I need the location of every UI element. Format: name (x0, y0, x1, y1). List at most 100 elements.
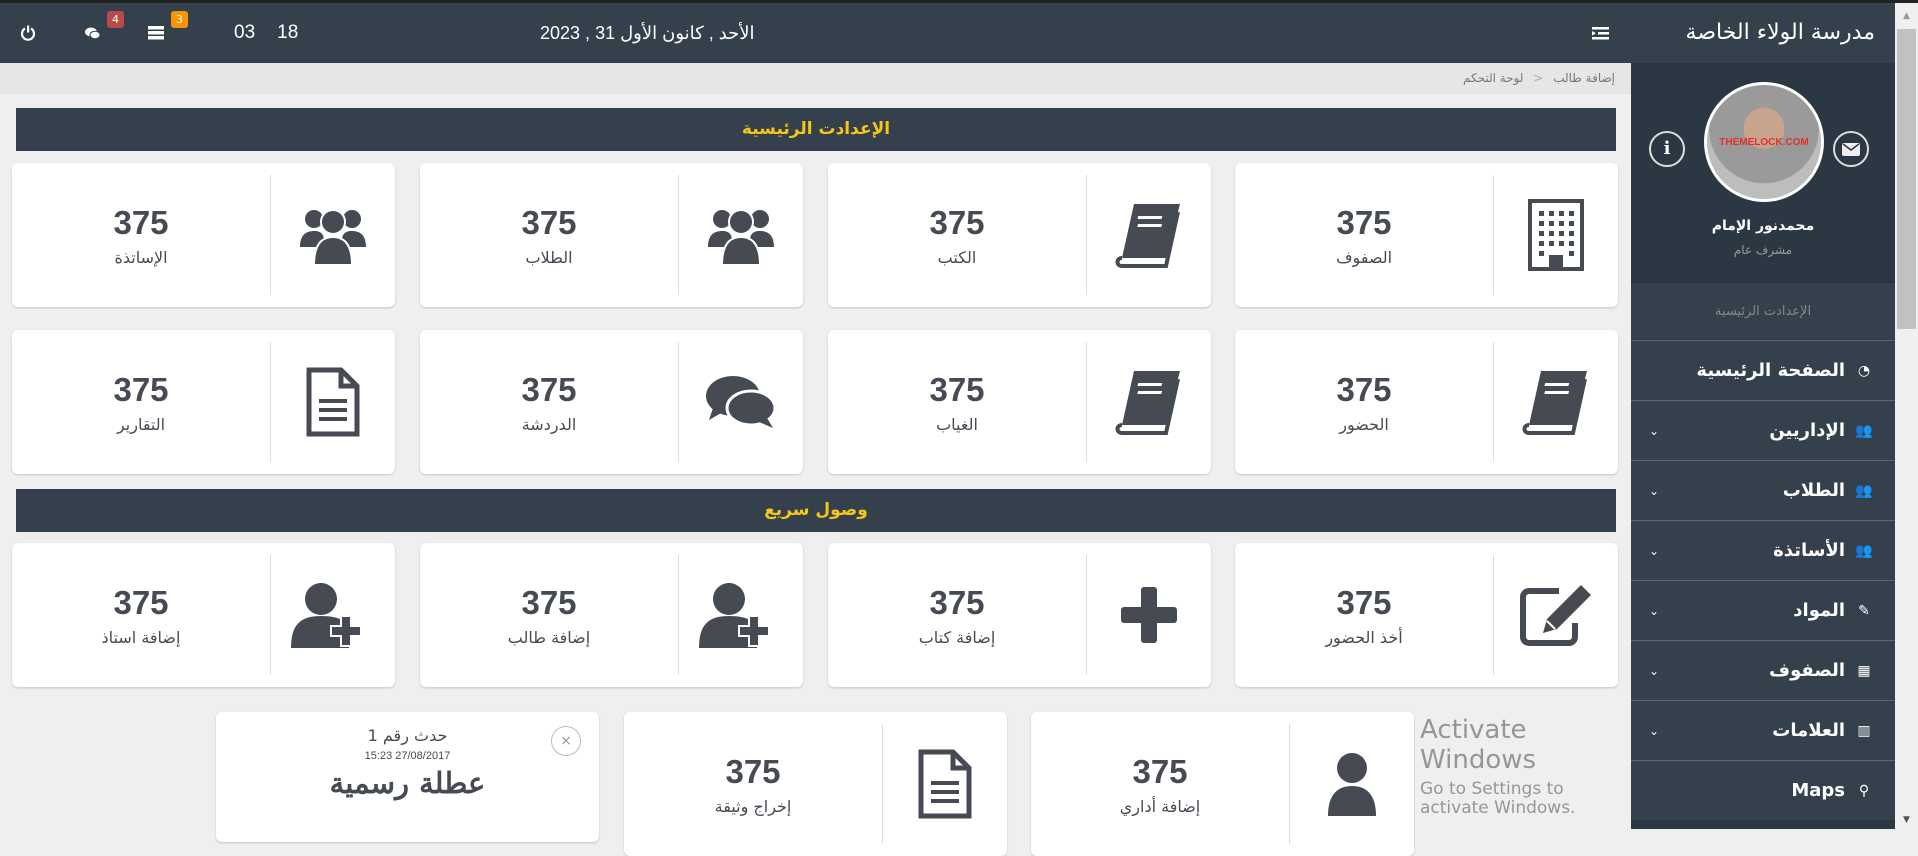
info-button[interactable]: i (1649, 131, 1685, 167)
card-divider (678, 555, 679, 675)
envelope-icon (1842, 142, 1860, 156)
stat-card[interactable]: 375 أخذ الحضور (1235, 543, 1618, 687)
stat-value: 375 (521, 370, 577, 408)
book-icon (1087, 330, 1211, 474)
user-plus-icon (271, 543, 395, 687)
user-name: محمدنور الإمام (1711, 218, 1815, 234)
user-role: مشرف عام (1733, 243, 1793, 257)
stat-label: إخراج وثيقة (714, 796, 792, 816)
stat-value: 375 (113, 203, 169, 241)
building-icon (1494, 163, 1618, 307)
book-icon (1087, 163, 1211, 307)
window-top-edge (0, 0, 1918, 3)
event-title: حدث رقم 1 (367, 726, 448, 745)
stat-card[interactable]: 375 إضافة استاذ (12, 543, 395, 687)
stat-value: 375 (929, 370, 985, 408)
stat-value: 375 (1336, 370, 1392, 408)
scroll-up-arrow[interactable]: ▲ (1903, 11, 1910, 21)
chevron-down-icon: ⌄ (1649, 423, 1660, 438)
stat-card[interactable]: 375 الطلاب (420, 163, 803, 307)
stat-card[interactable]: 375 الكتب (828, 163, 1211, 307)
sidebar-item[interactable]: ✎ المواد ⌄ (1631, 580, 1895, 640)
sidebar-item[interactable]: ▥ العلامات ⌄ (1631, 700, 1895, 760)
stat-label: الحضور (1339, 414, 1389, 434)
stat-card[interactable]: 375 الغياب (828, 330, 1211, 474)
building-icon: ▦ (1857, 662, 1871, 679)
sidebar-item-label: الصفحة الرئيسية (1696, 360, 1845, 381)
stat-label: أخذ الحضور (1325, 627, 1403, 647)
card-divider (1493, 555, 1494, 675)
avatar[interactable]: THEMELOCK.COM (1704, 82, 1824, 202)
sidebar-item-label: الأساتذة (1773, 540, 1845, 561)
event-name: عطلة رسمية (329, 766, 486, 800)
sidebar-item[interactable]: ◔ الصفحة الرئيسية (1631, 340, 1895, 400)
stat-card[interactable]: 375 إضافة كتاب (828, 543, 1211, 687)
activate-windows-watermark: Activate Windows Go to Settings to activ… (1420, 715, 1625, 819)
clock-minutes: 03 (234, 22, 256, 43)
close-event-button[interactable]: × (551, 726, 581, 756)
stat-card[interactable]: 375 الصفوف (1235, 163, 1618, 307)
plus-icon (1087, 543, 1211, 687)
messages-button[interactable] (84, 3, 102, 63)
stat-card[interactable]: 375 إضافة طالب (420, 543, 803, 687)
breadcrumb-home[interactable]: لوحة التحكم (1462, 71, 1524, 85)
stat-card[interactable]: 375 التقارير (12, 330, 395, 474)
event-card: × حدث رقم 1 27/08/2017 15:23 عطلة رسمية (216, 712, 599, 842)
sidebar-item[interactable]: ⚲ Maps (1631, 760, 1895, 820)
power-icon[interactable] (20, 3, 36, 63)
card-divider (1086, 175, 1087, 295)
mail-button[interactable] (1833, 131, 1869, 167)
stat-value: 375 (725, 752, 781, 790)
section-header-main: الإعدادت الرئيسية (16, 108, 1616, 151)
stat-label: الكتب (937, 247, 977, 267)
clock-hours: 18 (277, 22, 299, 43)
sidebar-item-label: الإداريين (1769, 420, 1845, 441)
section-header-quick: وصول سريع (16, 489, 1616, 532)
event-datetime: 27/08/2017 15:23 (364, 750, 451, 762)
watermark-line1: Activate Windows (1420, 715, 1537, 775)
users-icon: 👥 (1855, 482, 1873, 499)
user-icon (1290, 712, 1414, 856)
stat-card[interactable]: 375 الإساتذة (12, 163, 395, 307)
info-icon: i (1663, 138, 1671, 159)
sidebar-item[interactable]: 👥 الإداريين ⌄ (1631, 400, 1895, 460)
chevron-down-icon: ⌄ (1649, 483, 1660, 498)
top-navbar: 4 3 03 18 الأحد , كانون الأول 31 , 2023 (0, 3, 1631, 63)
scrollbar[interactable]: ▲ ▼ (1895, 3, 1918, 829)
card-divider (270, 555, 271, 675)
menu-section-label: الإعدادت الرئيسية (1631, 282, 1895, 339)
stat-label: الإساتذة (114, 247, 168, 267)
edit-icon (1494, 543, 1618, 687)
comments-icon (679, 330, 803, 474)
stat-value: 375 (113, 370, 169, 408)
stat-value: 375 (929, 203, 985, 241)
users-icon (679, 163, 803, 307)
breadcrumb: إضافة طالب < لوحة التحكم (0, 63, 1631, 94)
stat-value: 375 (521, 203, 577, 241)
users-icon: 👥 (1855, 542, 1873, 559)
stat-card[interactable]: 375 إخراج وثيقة (624, 712, 1007, 856)
tasks-badge: 3 (171, 11, 188, 28)
sidebar-item[interactable]: 👥 الأساتذة ⌄ (1631, 520, 1895, 580)
sidebar-item[interactable]: ▦ الصفوف ⌄ (1631, 640, 1895, 700)
map-marker-icon: ⚲ (1858, 782, 1870, 799)
breadcrumb-current[interactable]: إضافة طالب (1553, 71, 1615, 85)
scrollbar-thumb[interactable] (1897, 29, 1916, 329)
pencil-icon: ✎ (1858, 602, 1870, 619)
users-icon: 👥 (1855, 422, 1873, 439)
sidebar-item[interactable]: 👥 الطلاب ⌄ (1631, 460, 1895, 520)
sidebar-toggle-button[interactable] (1592, 3, 1609, 63)
dashboard-icon: ◔ (1857, 362, 1871, 379)
scroll-down-arrow[interactable]: ▼ (1903, 815, 1910, 825)
stat-card[interactable]: 375 الدردشة (420, 330, 803, 474)
card-divider (1493, 342, 1494, 462)
stat-card[interactable]: 375 إضافة أداري (1031, 712, 1414, 856)
sidebar-item-label: الصفوف (1769, 660, 1845, 681)
card-divider (1289, 724, 1290, 844)
card-divider (882, 724, 883, 844)
stat-card[interactable]: 375 الحضور (1235, 330, 1618, 474)
stat-value: 375 (1336, 203, 1392, 241)
tasks-button[interactable] (148, 3, 164, 63)
chevron-down-icon: ⌄ (1649, 543, 1660, 558)
card-divider (1493, 175, 1494, 295)
